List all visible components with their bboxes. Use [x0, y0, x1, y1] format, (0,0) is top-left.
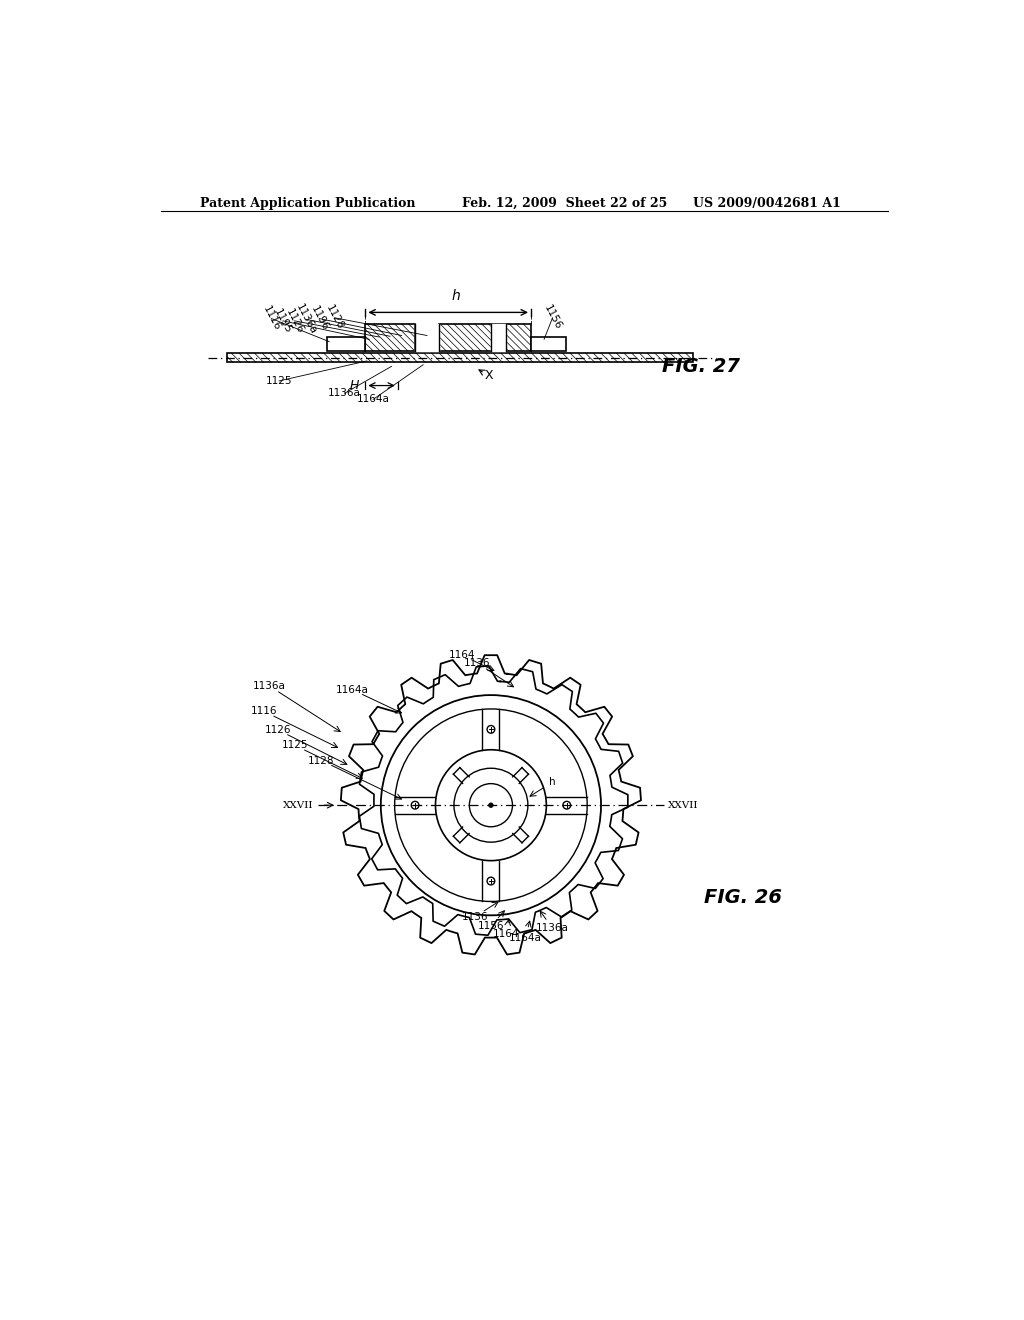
Text: US 2009/0042681 A1: US 2009/0042681 A1 [692, 197, 841, 210]
Text: h: h [452, 289, 460, 304]
Text: 1136a: 1136a [294, 302, 318, 337]
Text: 1136: 1136 [462, 912, 488, 921]
Text: 1164: 1164 [449, 649, 475, 660]
Text: 1128: 1128 [308, 755, 335, 766]
Polygon shape [416, 323, 438, 351]
Polygon shape [547, 797, 587, 813]
Text: 1156: 1156 [542, 304, 563, 331]
Text: XXVII: XXVII [284, 801, 313, 809]
Text: 1164a: 1164a [336, 685, 369, 694]
Polygon shape [531, 337, 565, 351]
Circle shape [412, 801, 419, 809]
Polygon shape [438, 323, 531, 351]
Circle shape [563, 801, 570, 809]
Circle shape [487, 726, 495, 733]
Text: FIG. 27: FIG. 27 [662, 356, 740, 376]
Polygon shape [327, 337, 366, 351]
Text: FIG. 26: FIG. 26 [705, 888, 782, 907]
Text: 1164a: 1164a [509, 933, 542, 942]
Text: 1136a: 1136a [328, 388, 361, 399]
Circle shape [487, 878, 495, 884]
Text: XXVII: XXVII [668, 801, 698, 809]
Text: 1116: 1116 [261, 305, 282, 333]
Text: 1156: 1156 [477, 921, 504, 931]
Circle shape [488, 803, 494, 808]
Polygon shape [226, 354, 692, 363]
Polygon shape [366, 323, 416, 351]
Text: 1128: 1128 [324, 304, 345, 331]
Text: 1136a: 1136a [537, 924, 569, 933]
Text: Patent Application Publication: Patent Application Publication [200, 197, 416, 210]
Text: 1164a: 1164a [356, 395, 389, 404]
Polygon shape [482, 709, 500, 750]
Text: 1125: 1125 [266, 376, 293, 385]
Text: 1136: 1136 [464, 657, 490, 668]
Text: X: X [484, 370, 493, 381]
Polygon shape [394, 797, 435, 813]
Text: 1164: 1164 [494, 929, 519, 939]
Text: 1126: 1126 [264, 725, 291, 735]
Text: 1116: 1116 [251, 706, 278, 717]
Text: 1126: 1126 [284, 306, 305, 335]
Text: H: H [350, 379, 359, 392]
Polygon shape [482, 861, 500, 902]
Text: 1136a: 1136a [253, 681, 286, 690]
Polygon shape [490, 323, 506, 351]
Text: h: h [549, 777, 556, 787]
Text: 1196: 1196 [308, 305, 330, 333]
Text: 1125: 1125 [282, 741, 308, 750]
Text: 1195: 1195 [272, 306, 294, 335]
Text: Feb. 12, 2009  Sheet 22 of 25: Feb. 12, 2009 Sheet 22 of 25 [462, 197, 667, 210]
